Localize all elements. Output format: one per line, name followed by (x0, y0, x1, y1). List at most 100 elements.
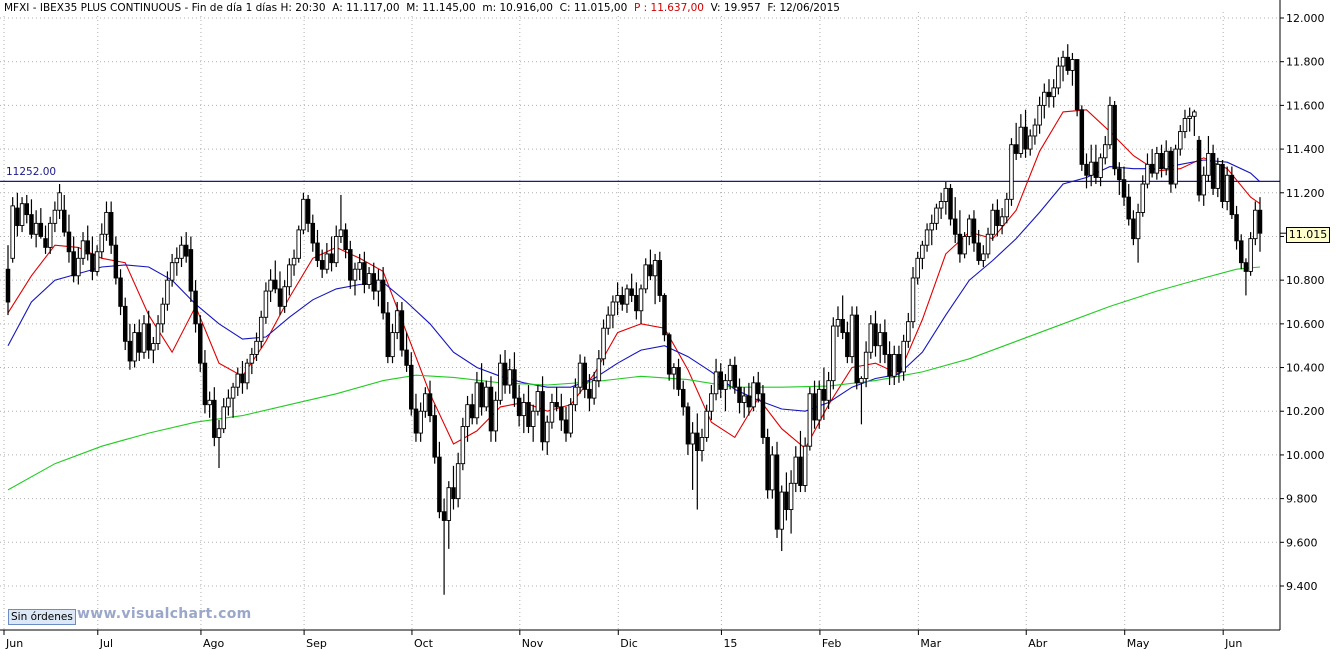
candle (380, 267, 386, 320)
candle-body-down (451, 487, 456, 500)
candle (648, 249, 653, 281)
candle (305, 194, 311, 233)
candle (601, 319, 606, 366)
x-tick-label: Oct (414, 637, 434, 649)
candle-body-up (591, 380, 597, 399)
candle (1023, 109, 1028, 158)
candle (1173, 144, 1178, 189)
y-tick-label: 11.600 (1286, 99, 1325, 112)
candle (198, 315, 203, 372)
candle (929, 214, 935, 246)
candle-body-up (1215, 163, 1221, 189)
candle (113, 236, 119, 285)
candle (821, 367, 827, 420)
candle (474, 371, 480, 425)
candle-body-up (394, 310, 400, 334)
candle (1224, 166, 1230, 211)
reference-line-label: 11252.00 (6, 166, 57, 178)
candle-body-up (1192, 111, 1197, 117)
candle (296, 225, 301, 263)
candle (1238, 234, 1244, 270)
candle (249, 347, 255, 375)
candle-body-down (1238, 240, 1244, 264)
candle (277, 271, 283, 316)
candle (952, 197, 958, 244)
candle (1149, 149, 1155, 178)
candle-body-up (1173, 148, 1178, 185)
candle (57, 184, 62, 219)
candle-body-down (1257, 209, 1263, 234)
candle-body-down (634, 294, 639, 312)
candle (976, 229, 981, 265)
candle-body-up (1201, 174, 1206, 196)
candle-body-up (10, 205, 15, 259)
candle (877, 323, 883, 364)
candle-body-down (685, 406, 691, 445)
x-tick-label: Nov (522, 637, 544, 649)
candle (920, 240, 925, 270)
p-value: 11.637,00 (650, 2, 704, 14)
candle (165, 271, 170, 311)
candle (235, 367, 241, 396)
candle (352, 262, 358, 296)
candle-body-down (995, 209, 1000, 226)
candle-body-up (751, 382, 756, 408)
candle (779, 485, 784, 552)
candle-body-up (713, 371, 719, 395)
candle (582, 356, 588, 399)
candle (1056, 57, 1061, 95)
candle-body-up (1009, 144, 1014, 200)
candle-body-down (66, 231, 72, 253)
sin-ordenes-button[interactable]: Sin órdenes (8, 609, 76, 625)
candle (1051, 79, 1056, 108)
candle (535, 385, 541, 416)
candle (118, 269, 123, 316)
candle-body-down (137, 332, 142, 353)
candle (620, 286, 625, 311)
candle (1107, 96, 1113, 150)
candle (1037, 96, 1042, 134)
y-tick-label: 11.200 (1286, 187, 1325, 200)
candle-body-up (493, 399, 498, 432)
candle (273, 260, 278, 294)
candle (80, 232, 86, 265)
candle (451, 465, 456, 510)
y-tick-label: 10.000 (1286, 449, 1325, 462)
candle-body-up (643, 264, 648, 290)
candle (530, 404, 536, 442)
candle-body-up (254, 340, 259, 355)
candle (962, 232, 967, 259)
candle (718, 363, 723, 399)
candle-body-down (315, 242, 320, 261)
y-tick-label: 11.800 (1286, 56, 1325, 69)
candle (882, 319, 888, 364)
candle-body-up (301, 198, 306, 231)
candle (1234, 205, 1239, 250)
candle-body-up (1037, 104, 1042, 126)
candle (315, 229, 320, 268)
candle-body-up (596, 358, 602, 382)
candle-body-down (29, 214, 34, 235)
candle (1201, 166, 1206, 206)
candle (756, 371, 761, 403)
candle-body-up (863, 351, 869, 379)
candle (108, 201, 114, 254)
candle-body-up (891, 353, 897, 377)
y-tick-label: 9.800 (1286, 493, 1318, 506)
candle-body-up (605, 314, 611, 329)
candle (760, 385, 766, 444)
candle (263, 282, 269, 324)
candle-body-up (802, 445, 808, 486)
candle (1004, 192, 1010, 224)
candle-body-up (104, 211, 109, 235)
candle (160, 297, 165, 333)
candle-body-up (1187, 115, 1192, 119)
candle-body-up (357, 262, 362, 270)
candle-body-down (240, 373, 245, 384)
candle (394, 302, 400, 340)
candle (1159, 144, 1164, 178)
candle (896, 345, 902, 383)
candle-body-up (741, 395, 747, 403)
candle (798, 430, 803, 493)
